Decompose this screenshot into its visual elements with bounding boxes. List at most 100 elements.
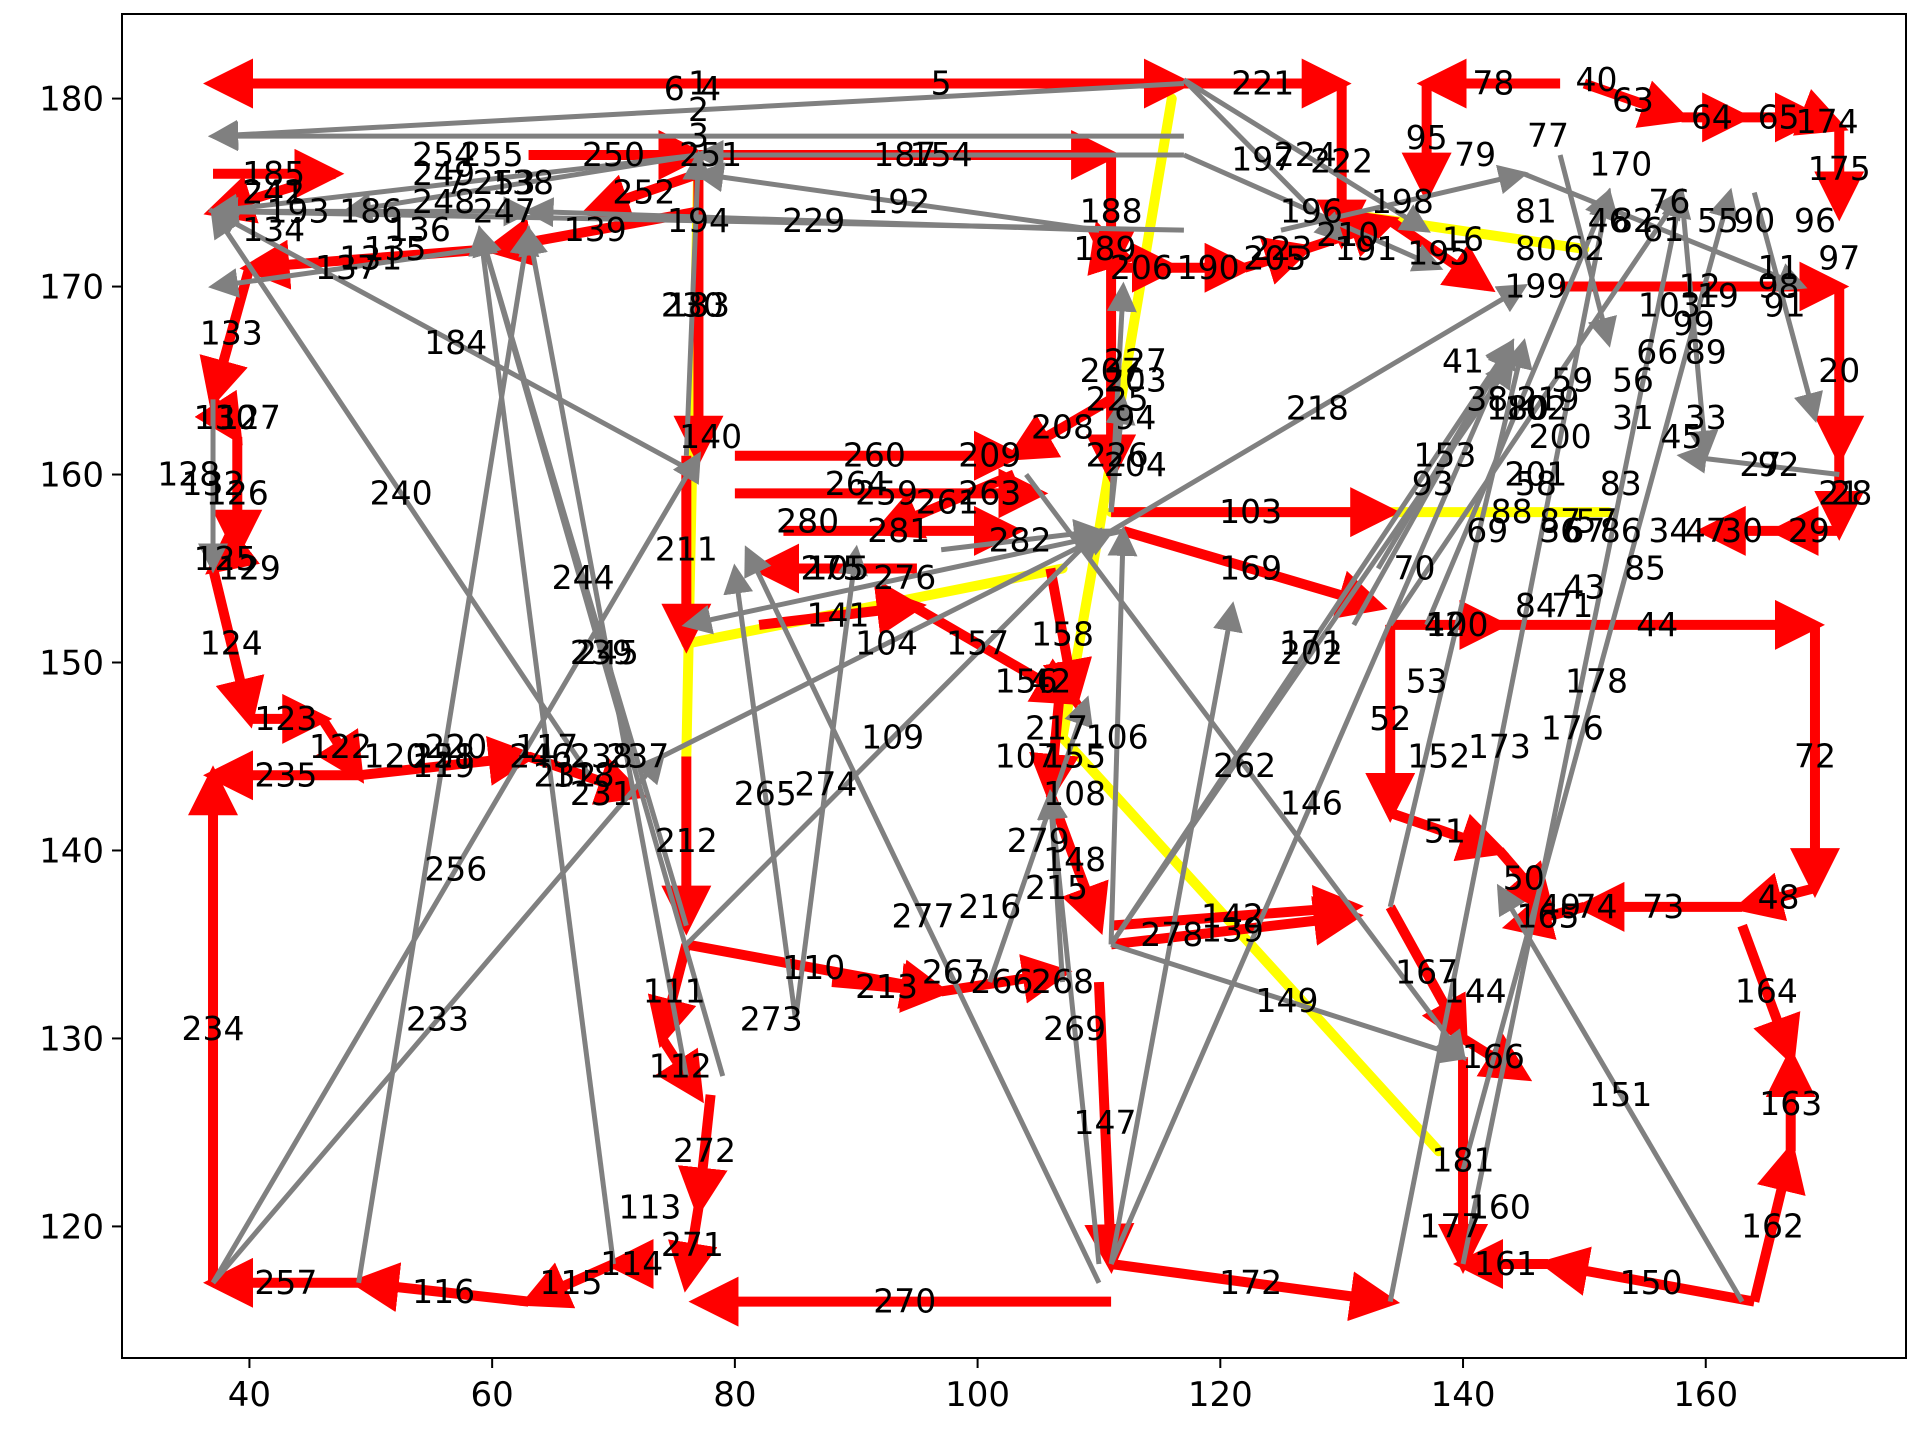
edge-label: 48 [1758, 877, 1800, 916]
edge-label: 250 [582, 135, 645, 174]
edge-label: 30 [1721, 511, 1763, 550]
edge-label: 87 [1539, 502, 1581, 541]
gray-edge [208, 152, 699, 224]
edge-label: 221 [1231, 64, 1294, 103]
x-tick-label: 40 [228, 1375, 271, 1415]
edge-label: 186 [339, 191, 402, 230]
edge-label: 97 [1818, 238, 1860, 277]
edge-label: 73 [1642, 887, 1684, 926]
edge-label: 49 [1539, 887, 1581, 926]
edge-label: 133 [200, 314, 263, 353]
edge-label: 80 [1515, 229, 1557, 268]
edge-label: 132 [182, 464, 245, 503]
edge-label: 130 [194, 398, 257, 437]
edge-label: 176 [1541, 708, 1604, 747]
edge-label: 21 [1818, 473, 1860, 512]
edge-label: 264 [825, 464, 888, 503]
edge-label: 95 [1406, 118, 1448, 157]
edge-label: 136 [388, 210, 451, 249]
edge-label: 270 [873, 1282, 936, 1321]
red-edge [1385, 904, 1468, 1048]
x-tick-label: 160 [1673, 1375, 1738, 1415]
edge-label: 222 [1310, 142, 1373, 181]
edge-label: 237 [606, 736, 669, 775]
edge-label: 103 [1638, 285, 1701, 324]
gray-edge [210, 451, 701, 1285]
edge-label: 127 [218, 398, 281, 437]
edge-label: 246 [509, 736, 572, 775]
y-tick-label: 140 [39, 831, 104, 871]
x-tick-label: 140 [1431, 1375, 1496, 1415]
edge-label: 224 [1274, 135, 1337, 174]
edge-label: 231 [570, 774, 633, 813]
red-edge [579, 169, 701, 222]
red-edge [1792, 89, 1849, 136]
edge-label: 65 [1758, 97, 1800, 136]
edge-label: 235 [254, 755, 317, 794]
gray-edge [468, 225, 616, 1265]
edge-label: 140 [679, 417, 742, 456]
edge-label: 234 [182, 1009, 245, 1048]
edge-label: 256 [424, 849, 487, 888]
edge-label: 223 [1249, 229, 1312, 268]
edge-label: 82 [1612, 201, 1654, 240]
red-edge [1042, 567, 1093, 710]
edge-label: 29 [1788, 511, 1830, 550]
edge-label: 184 [424, 323, 487, 362]
edge-label: 131 [339, 238, 402, 277]
edge-label: 61 [1642, 210, 1684, 249]
edge-label: 227 [1104, 342, 1167, 381]
gray-edge [518, 225, 689, 1077]
edge-label: 169 [1219, 549, 1282, 588]
gray-edge [208, 81, 1185, 150]
gray-edge [1105, 394, 1136, 513]
edge-label: 52 [1369, 699, 1411, 738]
edge-label: 83 [1600, 464, 1642, 503]
edge-label: 85 [1624, 549, 1666, 588]
edge-label: 206 [1110, 248, 1173, 287]
red-edge [758, 586, 927, 636]
edge-label: 144 [1444, 971, 1507, 1010]
edge-label: 194 [667, 201, 730, 240]
gray-edge [1280, 164, 1529, 233]
edge-label: 36 [1539, 511, 1581, 550]
edge-label: 273 [740, 1000, 803, 1039]
edge-label: 139 [564, 210, 627, 249]
x-tick-label: 80 [713, 1375, 756, 1415]
red-edge [194, 389, 243, 446]
red-edge [1084, 981, 1135, 1275]
edge-label: 158 [1031, 614, 1094, 653]
edge-label: 204 [1104, 445, 1167, 484]
gray-edge [723, 563, 799, 1020]
red-edge [1732, 872, 1817, 922]
edge-label: 208 [1031, 408, 1094, 447]
edge-label: 46 [1588, 201, 1630, 240]
edge-label: 172 [1219, 1263, 1282, 1302]
gray-edge [472, 225, 726, 1077]
edge-label: 118 [552, 755, 615, 794]
edge-label: 50 [1503, 859, 1545, 898]
gray-edge [1460, 187, 1738, 1171]
red-edge [519, 1259, 616, 1309]
edge-label: 43 [1563, 567, 1605, 606]
edge-label: 66 [1636, 332, 1678, 371]
gray-edge [682, 149, 713, 456]
edge-label: 255 [461, 135, 524, 174]
x-tick-label: 60 [471, 1375, 514, 1415]
edge-label: 275 [800, 549, 863, 588]
edge-label: 148 [1043, 840, 1106, 879]
edge-label: 189 [1074, 229, 1137, 268]
red-edge [1303, 209, 1400, 258]
edge-label: 93 [1412, 464, 1454, 503]
edge-label: 77 [1527, 116, 1569, 155]
y-tick-label: 150 [39, 644, 104, 684]
edge-label: 157 [946, 624, 1009, 663]
gray-edge [211, 752, 666, 1285]
edge-label: 51 [1424, 812, 1466, 851]
edge-label: 253 [473, 163, 536, 202]
red-edge [831, 963, 952, 1013]
red-edge [1110, 885, 1364, 935]
edge-label: 3 [688, 116, 709, 155]
gray-edge [1557, 154, 1617, 348]
edge-label: 205 [1243, 238, 1306, 277]
